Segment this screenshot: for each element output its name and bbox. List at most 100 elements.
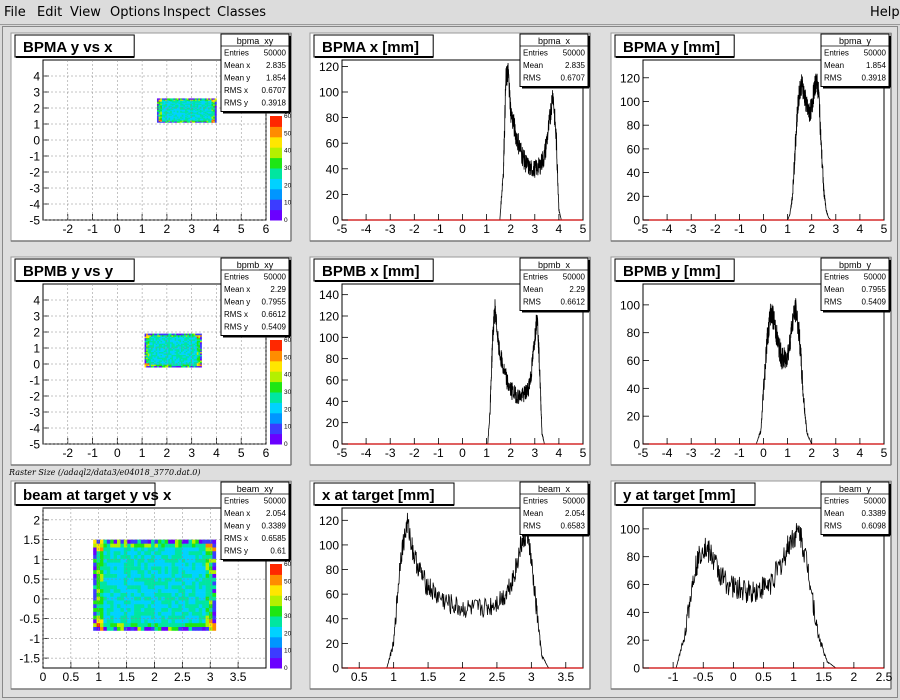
heatmap-cell	[120, 543, 125, 548]
stats-key: RMS y	[224, 547, 248, 556]
heatmap-cell	[162, 351, 164, 354]
heatmap-cell	[199, 104, 202, 106]
heatmap-cell	[168, 109, 171, 111]
heatmap-cell	[179, 353, 182, 355]
heatmap-cell	[188, 110, 191, 112]
menu-classes[interactable]: Classes	[217, 5, 266, 20]
heatmap-cell	[147, 356, 150, 358]
heatmap-cell	[154, 566, 159, 571]
heatmap-cell	[134, 603, 138, 609]
y-tick-label: -1.5	[19, 652, 40, 666]
heatmap-cell	[120, 592, 125, 597]
heatmap-cell	[198, 588, 203, 593]
heatmap-cell	[134, 550, 138, 556]
heatmap-cell	[180, 117, 183, 119]
heatmap-cell	[198, 112, 201, 114]
heatmap-cell	[198, 569, 203, 574]
heatmap-cell	[106, 611, 111, 616]
menu-help[interactable]: Help	[870, 5, 900, 20]
heatmap-cell	[196, 101, 199, 103]
heatmap-cell	[208, 102, 211, 104]
heatmap-cell	[201, 114, 204, 116]
heatmap-cell	[113, 622, 118, 627]
heatmap-cell	[180, 112, 183, 114]
menu-inspect[interactable]: Inspect	[163, 5, 211, 20]
heatmap-cell	[140, 607, 145, 612]
heatmap-cell	[178, 105, 181, 107]
heatmap-cell	[185, 103, 188, 105]
heatmap-cell	[179, 344, 182, 347]
heatmap-cell	[127, 619, 131, 624]
heatmap-cell	[196, 344, 199, 347]
heatmap-cell	[187, 339, 190, 341]
heatmap-cell	[120, 547, 125, 552]
heatmap-cell	[193, 121, 196, 123]
heatmap-cell	[134, 566, 138, 571]
heatmap-cell	[93, 607, 97, 612]
heatmap-cell	[187, 346, 190, 348]
heatmap-cell	[103, 588, 108, 593]
heatmap-cell	[99, 562, 104, 567]
y-tick-label: 1	[33, 553, 40, 567]
x-tick-label: 2	[507, 222, 514, 236]
heatmap-cell	[157, 344, 160, 347]
stats-value: 0.3918	[262, 99, 287, 108]
heatmap-cell	[186, 115, 189, 117]
heatmap-cell	[190, 104, 192, 106]
menu-options[interactable]: Options	[110, 5, 161, 20]
heatmap-cell	[163, 120, 166, 122]
heatmap-cell	[110, 615, 114, 620]
menu-view[interactable]: View	[70, 5, 101, 20]
heatmap-cell	[196, 337, 199, 340]
menu-file[interactable]: File	[4, 5, 26, 20]
heatmap-cell	[188, 600, 193, 605]
heatmap-cell	[178, 101, 181, 103]
heatmap-cell	[185, 335, 188, 337]
heatmap-cell	[171, 115, 174, 117]
heatmap-cell	[106, 622, 111, 627]
x-tick-label: 0	[459, 446, 466, 460]
heatmap-cell	[195, 336, 198, 339]
heatmap-cell	[198, 99, 201, 101]
heatmap-cell	[179, 337, 182, 340]
heatmap-cell	[176, 361, 179, 364]
heatmap-cell	[146, 342, 149, 344]
heatmap-cell	[195, 626, 200, 631]
heatmap-cell	[117, 547, 121, 552]
heatmap-cell	[205, 600, 210, 605]
heatmap-cell	[127, 588, 131, 593]
heatmap-cell	[187, 364, 190, 367]
heatmap-cell	[176, 103, 179, 105]
heatmap-cell	[169, 336, 172, 339]
heatmap-cell	[173, 336, 175, 339]
heatmap-cell	[188, 358, 191, 361]
root-canvas[interactable]: 0 10 20 30 40 50 60 -2 -1 0 1 2 3 4 5 6 -5 -4 -3 -2 -1 0 1 2 3 4 B…	[2, 26, 898, 698]
heatmap-cell	[140, 592, 145, 597]
heatmap-cell	[175, 119, 178, 121]
heatmap-cell	[162, 336, 164, 339]
heatmap-cell	[180, 340, 183, 343]
heatmap-cell	[201, 99, 204, 101]
stats-value: 50000	[264, 49, 287, 58]
heatmap-cell	[165, 119, 168, 121]
heatmap-cell	[168, 100, 171, 102]
heatmap-cell	[144, 343, 147, 346]
heatmap-cell	[144, 600, 148, 605]
heatmap-cell	[196, 336, 199, 339]
heatmap-cell	[185, 340, 188, 343]
heatmap-cell	[171, 350, 174, 353]
heatmap-cell	[203, 117, 206, 119]
heatmap-cell	[209, 615, 213, 620]
palette-box	[270, 564, 282, 575]
heatmap-cell	[165, 356, 168, 358]
stats-value: 50000	[563, 497, 586, 506]
heatmap-cell	[160, 110, 163, 112]
heatmap-cell	[154, 615, 159, 620]
stats-value: 2.835	[565, 61, 586, 70]
menu-edit[interactable]: Edit	[37, 5, 63, 20]
heatmap-cell	[168, 351, 171, 354]
heatmap-cell	[181, 119, 184, 121]
heatmap-cell	[199, 114, 202, 116]
heatmap-cell	[93, 585, 97, 590]
x-tick-label: 5	[238, 446, 245, 460]
